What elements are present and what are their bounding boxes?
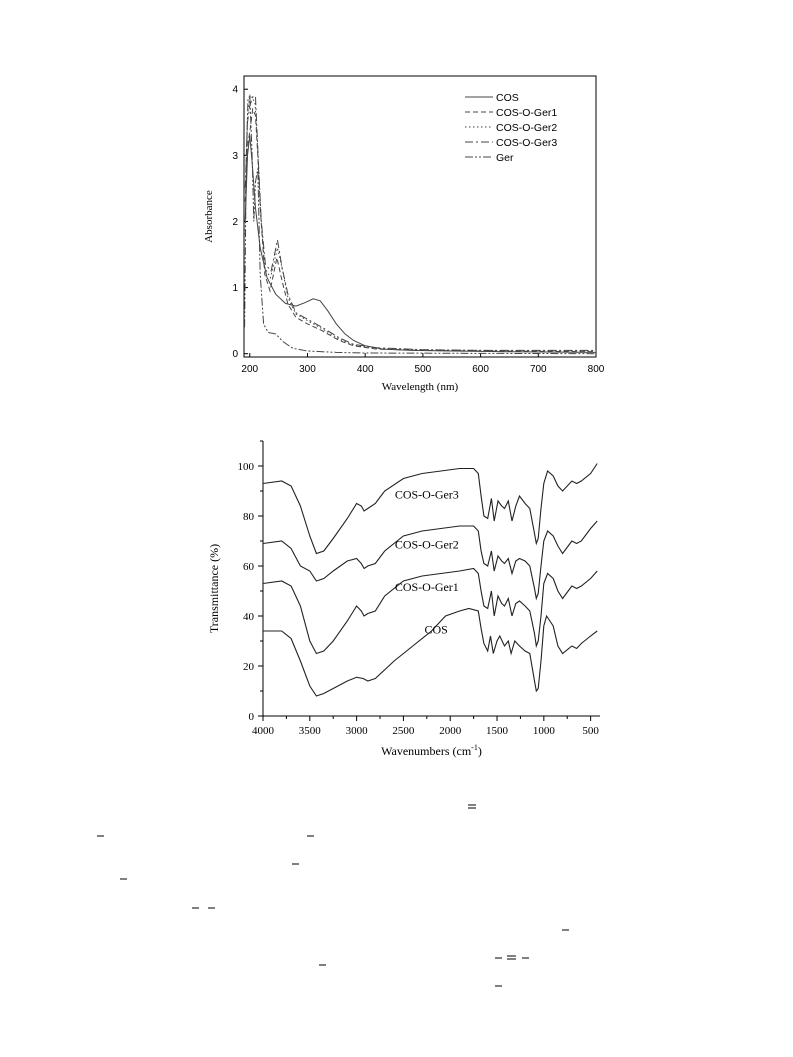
y-tick-label: 40 — [243, 611, 255, 623]
x-axis-label-superscript: -1 — [471, 743, 478, 752]
y-axis-label: Transmittance (%) — [207, 544, 221, 633]
y-tick-label: 80 — [243, 511, 255, 523]
ftir-chart: 4000 3500 3000 2500 2000 1500 1000 500 0 20 40 60 80… — [207, 440, 600, 758]
series-line-ger — [244, 93, 596, 355]
legend-label: COS-O-Ger1 — [496, 107, 557, 119]
x-tick-label: 200 — [241, 364, 258, 375]
series-line-cos-o-ger2 — [244, 94, 596, 352]
x-tick-label: 600 — [472, 364, 489, 375]
x-axis-label: Wavenumbers (cm-1) — [381, 743, 482, 758]
legend-label: COS-O-Ger2 — [496, 122, 557, 134]
x-tick-label: 300 — [299, 364, 316, 375]
series-line-cos-o-ger3 — [262, 463, 598, 555]
y-tick-label: 100 — [238, 461, 255, 473]
y-tick-label: 60 — [243, 561, 255, 573]
x-tick-label: 800 — [588, 364, 605, 375]
x-tick-label: 500 — [415, 364, 432, 375]
series-label-cos-o-ger3: COS-O-Ger3 — [395, 488, 459, 502]
y-tick-label: 0 — [232, 349, 238, 360]
y-tick-label: 2 — [232, 217, 238, 228]
x-axis-label-text: Wavenumbers (cm — [381, 744, 472, 758]
legend-label: COS-O-Ger3 — [496, 137, 557, 149]
x-tick-label: 500 — [582, 725, 599, 737]
series-label-cos-o-ger2: COS-O-Ger2 — [395, 538, 459, 552]
series-line-cos-o-ger3 — [244, 95, 596, 351]
x-tick-label: 700 — [530, 364, 547, 375]
x-tick-label: 2500 — [392, 725, 415, 737]
legend-label: COS — [496, 92, 519, 104]
y-tick-label: 4 — [232, 85, 238, 96]
x-axis-label-end: ) — [478, 744, 482, 758]
legend-label: Ger — [496, 152, 514, 164]
x-tick-label: 4000 — [252, 725, 275, 737]
uv-vis-chart: 200 300 400 500 600 700 800 0 1 2 3 4 Wavelength (nm… — [203, 75, 605, 393]
series-line-cos — [263, 607, 598, 697]
x-tick-label: 3000 — [346, 725, 369, 737]
y-tick-label: 20 — [243, 661, 255, 673]
series-label-cos-o-ger1: COS-O-Ger1 — [395, 580, 459, 594]
y-axis-label: Absorbance — [203, 190, 215, 243]
series-line-cos-o-ger2 — [262, 520, 598, 601]
x-tick-label: 1500 — [486, 725, 509, 737]
y-tick-label: 1 — [232, 283, 238, 294]
y-tick-label: 0 — [249, 711, 255, 723]
plot-frame — [243, 75, 597, 358]
x-tick-label: 400 — [357, 364, 374, 375]
x-tick-label: 2000 — [439, 725, 462, 737]
x-tick-label: 3500 — [299, 725, 322, 737]
x-axis-label: Wavelength (nm) — [382, 381, 459, 393]
y-tick-label: 3 — [232, 151, 238, 162]
x-tick-label: 1000 — [533, 725, 556, 737]
series-label-cos: COS — [425, 623, 448, 637]
series-line-cos-o-ger1 — [262, 567, 598, 655]
